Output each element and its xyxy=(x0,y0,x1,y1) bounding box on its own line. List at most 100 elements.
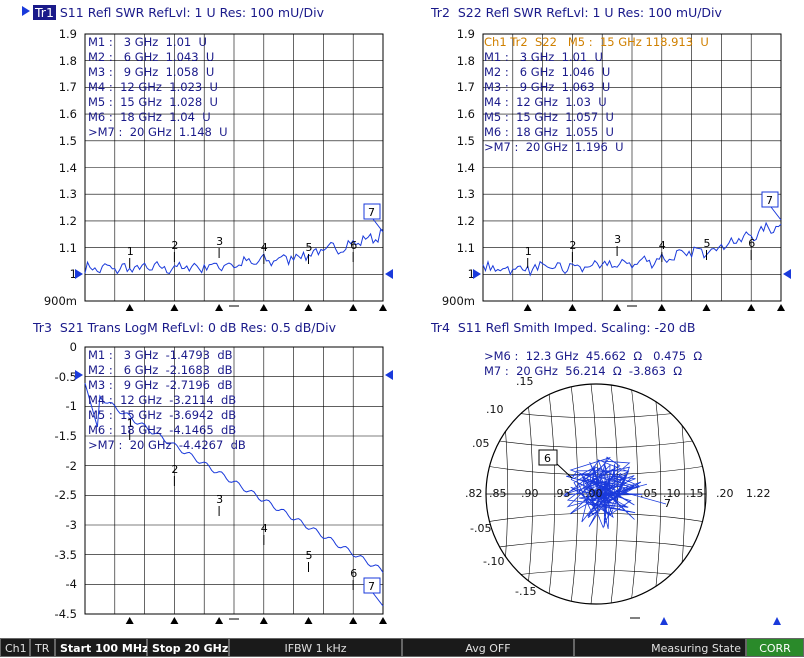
marker-readout[interactable]: M2 : 6 GHz 1.043 U xyxy=(88,50,215,64)
y-tick-label: 1.9 xyxy=(456,27,475,41)
marker-readout[interactable]: M6 : 18 GHz 1.055 U xyxy=(484,125,614,139)
marker-readout[interactable]: M4 : 12 GHz -3.2114 dB xyxy=(88,393,237,407)
y-tick-label: 1.1 xyxy=(456,240,475,255)
trace-2-title[interactable]: Tr2 S22 Refl SWR RefLvl: 1 U Res: 100 mU… xyxy=(431,5,722,20)
y-tick-label: 1.7 xyxy=(58,80,77,95)
y-tick-label: 900m xyxy=(441,294,475,308)
trace-2-tag[interactable]: Tr2 xyxy=(431,5,450,20)
smith-grid-label: .00 xyxy=(585,487,603,500)
marker-readout[interactable]: M5 : 15 GHz 1.028 U xyxy=(88,95,218,109)
channel-indicator[interactable]: Ch1 xyxy=(0,638,30,657)
reference-level-left-arrow xyxy=(473,269,481,279)
y-tick-label: 1.7 xyxy=(456,80,475,95)
y-tick-label: -3.5 xyxy=(54,547,77,562)
trace-3-title[interactable]: Tr3 S21 Trans LogM RefLvl: 0 dB Res: 0.5… xyxy=(33,320,336,335)
y-tick-label: -4.5 xyxy=(54,607,77,621)
marker-readout[interactable]: M1 : 3 GHz 1.01 U xyxy=(484,50,603,64)
tr3-marker-triangle-4 xyxy=(259,617,268,624)
trace-2-active-marker-pointer xyxy=(770,206,782,221)
smith-r-arc xyxy=(570,384,578,604)
smith-grid-label: .15 xyxy=(516,375,534,388)
trace-1-tag[interactable]: Tr1 xyxy=(33,5,56,20)
trace-4-tag[interactable]: Tr4 xyxy=(431,320,450,335)
active-trace-indicator xyxy=(22,6,30,16)
y-tick-label: 1.1 xyxy=(58,240,77,255)
y-tick-label: 1.4 xyxy=(456,160,475,175)
y-tick-label: 1.8 xyxy=(456,53,475,68)
smith-grid-label: .82 xyxy=(465,487,483,500)
tr3-marker-triangle-7 xyxy=(379,617,387,624)
y-tick-label: 1.4 xyxy=(58,160,77,175)
smith-grid-label: .05 xyxy=(472,437,490,450)
marker-readout[interactable]: >M7 : 20 GHz 1.196 U xyxy=(484,140,624,154)
trace-3-tag[interactable]: Tr3 xyxy=(33,320,52,335)
tr1-marker-triangle-4 xyxy=(259,304,268,311)
trace-4-plot-marker-7: 7 xyxy=(664,497,671,510)
marker-readout[interactable]: M1 : 3 GHz -1.4793 dB xyxy=(88,348,233,362)
trace-3-plot-marker-1: 1 xyxy=(127,417,134,430)
tr1-marker-triangle-6 xyxy=(349,304,358,311)
marker-readout[interactable]: M3 : 9 GHz 1.058 U xyxy=(88,65,215,79)
status-bar: Ch1 TR Start 100 MHz Stop 20 GHz IFBW 1 … xyxy=(0,638,804,657)
trace-1-title[interactable]: Tr1 S11 Refl SWR RefLvl: 1 U Res: 100 mU… xyxy=(33,5,324,20)
smith-grid-label: .20 xyxy=(716,487,734,500)
trace-3-plot-marker-2: 2 xyxy=(171,463,178,476)
marker-readout[interactable]: >M7 : 20 GHz -4.4267 dB xyxy=(88,438,246,452)
y-tick-label: -0.5 xyxy=(54,369,77,384)
correction-status[interactable]: CORR xyxy=(746,638,804,657)
tr1-marker-triangle-3 xyxy=(215,304,224,311)
trace-2-active-marker-box xyxy=(761,191,779,208)
ifbw-setting[interactable]: IFBW 1 kHz xyxy=(229,638,402,657)
trace-mode-indicator[interactable]: TR xyxy=(30,638,55,657)
marker-readout[interactable]: M4 : 12 GHz 1.03 U xyxy=(484,95,607,109)
reference-level-right-arrow xyxy=(783,269,791,279)
tr2-marker-triangle-6 xyxy=(747,304,756,311)
smith-r-arc xyxy=(547,384,555,604)
y-tick-label: 1.9 xyxy=(58,27,77,41)
tr3-marker-triangle-5 xyxy=(304,617,313,624)
averaging-setting[interactable]: Avg OFF xyxy=(402,638,574,657)
trace-4-marker-triangle xyxy=(773,617,781,625)
y-tick-label: 1.6 xyxy=(456,107,475,122)
tr3-marker-triangle-2 xyxy=(170,617,179,624)
reference-level-left-arrow xyxy=(75,269,83,279)
y-tick-label: 1 xyxy=(69,267,77,282)
marker-readout[interactable]: M2 : 6 GHz -2.1683 dB xyxy=(88,363,233,377)
marker-readout[interactable]: M5 : 15 GHz 1.057 U xyxy=(484,110,614,124)
trace-2-plot-marker-1: 1 xyxy=(525,245,532,258)
tr1-marker-triangle-2 xyxy=(170,304,179,311)
tr2-marker-triangle-5 xyxy=(702,304,711,311)
marker-readout[interactable]: M6 : 18 GHz -4.1465 dB xyxy=(88,423,237,437)
marker-readout[interactable]: M3 : 9 GHz 1.063 U xyxy=(484,80,611,94)
trace-4-marker-6-box xyxy=(538,449,558,466)
marker-readout[interactable]: M5 : 15 GHz -3.6942 dB xyxy=(88,408,237,422)
trace-4-title[interactable]: Tr4 S11 Refl Smith Imped. Scaling: -20 d… xyxy=(431,320,695,335)
marker-readout[interactable]: M4 : 12 GHz 1.023 U xyxy=(88,80,218,94)
smith-grid-label: 1.22 xyxy=(746,487,771,500)
marker-readout[interactable]: M3 : 9 GHz -2.7196 dB xyxy=(88,378,233,392)
trace-3-plot-marker-4: 4 xyxy=(261,522,268,535)
smith-grid-label: -.15 xyxy=(515,585,537,598)
trace-2-plot-marker-2: 2 xyxy=(569,239,576,252)
marker-readout[interactable]: M7 : 20 GHz 56.214 Ω -3.863 Ω xyxy=(484,364,683,378)
y-tick-label: 0 xyxy=(69,340,77,354)
start-frequency[interactable]: Start 100 MHz xyxy=(55,638,148,657)
marker-readout[interactable]: M2 : 6 GHz 1.046 U xyxy=(484,65,611,79)
measuring-state: Measuring State xyxy=(574,638,746,657)
stop-frequency[interactable]: Stop 20 GHz xyxy=(147,638,229,657)
trace-2-active-marker-readout: Ch1 Tr2 S22 M5 : 15 GHz 118.913 U xyxy=(484,35,709,49)
smith-grid-label: -.10 xyxy=(483,555,505,568)
smith-grid-label: -.05 xyxy=(470,522,492,535)
marker-readout[interactable]: >M7 : 20 GHz 1.148 U xyxy=(88,125,228,139)
marker-readout[interactable]: M6 : 18 GHz 1.04 U xyxy=(88,110,211,124)
y-tick-label: 1.6 xyxy=(58,107,77,122)
trace-3-active-marker-pointer xyxy=(372,592,384,607)
marker-readout[interactable]: M1 : 3 GHz 1.01 U xyxy=(88,35,207,49)
marker-readout[interactable]: >M6 : 12.3 GHz 45.662 Ω 0.475 Ω xyxy=(484,349,703,363)
trace-2-plot-marker-4: 4 xyxy=(659,239,666,252)
trace-1-plot-marker-7: 7 xyxy=(368,206,375,219)
trace-3-plot-marker-3: 3 xyxy=(216,493,223,506)
y-tick-label: 1.8 xyxy=(58,53,77,68)
trace-1-plot-marker-5: 5 xyxy=(306,241,313,254)
